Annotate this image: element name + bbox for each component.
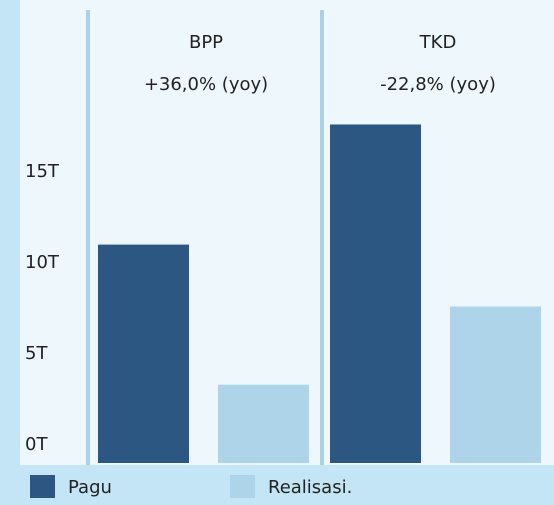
bar xyxy=(450,306,541,463)
divider xyxy=(320,10,324,465)
legend-swatch xyxy=(30,475,55,498)
category-label: BPP xyxy=(189,32,223,53)
y-tick-label: 0T xyxy=(25,434,48,455)
annotation: +36,0% (yoy) xyxy=(144,74,268,95)
annotation: -22,8% (yoy) xyxy=(380,74,496,95)
legend-swatch xyxy=(230,475,255,498)
bar xyxy=(218,384,309,463)
divider xyxy=(86,10,90,465)
y-tick-label: 15T xyxy=(25,161,60,182)
legend-label: Pagu xyxy=(68,477,112,498)
legend-label: Realisasi. xyxy=(268,477,352,498)
bar xyxy=(330,124,421,463)
bar xyxy=(98,244,189,463)
category-label: TKD xyxy=(419,32,457,53)
y-tick-label: 5T xyxy=(25,343,48,364)
y-tick-label: 10T xyxy=(25,252,60,273)
